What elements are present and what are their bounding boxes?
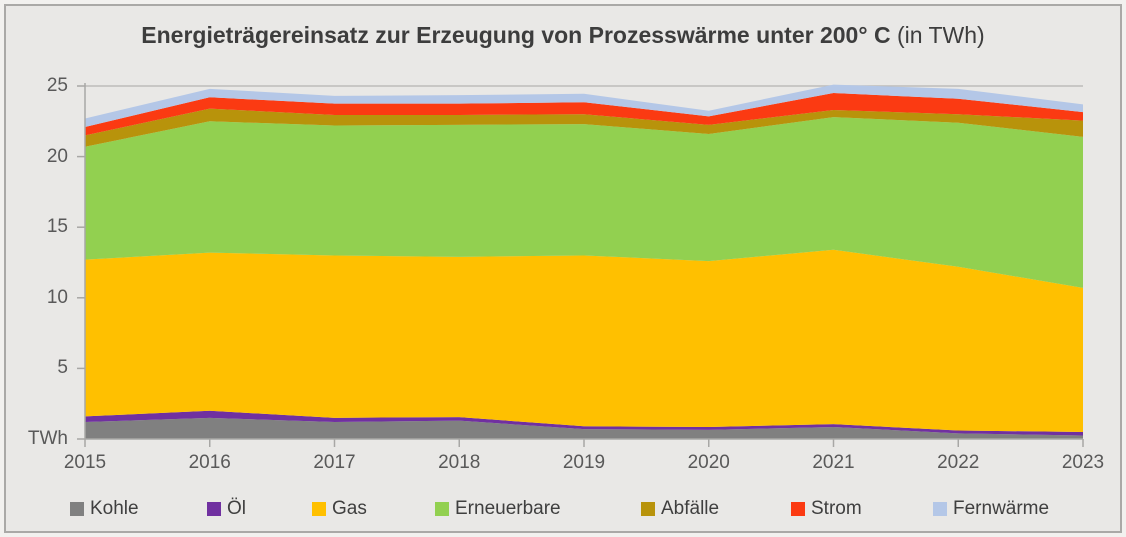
x-tick-label-2020: 2020 — [687, 452, 730, 473]
x-tick-label-2021: 2021 — [812, 452, 855, 473]
legend-label: Öl — [227, 498, 246, 519]
legend-item-fernwrme: Fernwärme — [933, 498, 1049, 520]
legend-label: Gas — [332, 498, 367, 519]
x-tick-label-2019: 2019 — [562, 452, 606, 473]
legend-item-l: Öl — [207, 498, 246, 520]
y-axis-unit-label: TWh — [27, 428, 68, 449]
legend-item-strom: Strom — [791, 498, 862, 520]
x-tick-label-2016: 2016 — [188, 452, 231, 473]
y-tick-label-20: 20 — [46, 145, 68, 167]
chart-title-main: Energieträgereinsatz zur Erzeugung von P… — [141, 22, 891, 48]
legend-item-abflle: Abfälle — [641, 498, 719, 520]
legend-swatch-icon — [791, 502, 805, 516]
area-gas — [85, 249, 1083, 432]
legend-swatch-icon — [435, 502, 449, 516]
legend-swatch-icon — [312, 502, 326, 516]
area-l — [85, 410, 1083, 436]
chart-title-suffix: (in TWh) — [890, 22, 985, 48]
x-tick-label-2017: 2017 — [313, 452, 356, 473]
y-tick-label-5: 5 — [57, 357, 68, 379]
x-tick-label-2015: 2015 — [63, 452, 107, 473]
x-tick-label-2018: 2018 — [438, 452, 481, 473]
y-tick-label-15: 15 — [46, 216, 68, 238]
area-strom — [85, 93, 1083, 136]
legend-label: Kohle — [90, 498, 139, 519]
legend-swatch-icon — [933, 502, 947, 516]
x-tick-label-2022: 2022 — [937, 452, 980, 473]
legend-label: Strom — [811, 498, 862, 519]
legend-item-gas: Gas — [312, 498, 367, 520]
chart-title: Energieträgereinsatz zur Erzeugung von P… — [0, 22, 1126, 49]
legend-swatch-icon — [641, 502, 655, 516]
legend-swatch-icon — [70, 502, 84, 516]
legend-item-kohle: Kohle — [70, 498, 139, 520]
legend-item-erneuerbare: Erneuerbare — [435, 498, 561, 520]
x-tick-label-2023: 2023 — [1061, 452, 1105, 473]
area-erneuerbare — [85, 117, 1083, 288]
legend-label: Abfälle — [661, 498, 720, 519]
legend-label: Fernwärme — [953, 498, 1050, 519]
area-abflle — [85, 108, 1083, 147]
legend-label: Erneuerbare — [455, 498, 561, 519]
y-tick-label-10: 10 — [46, 286, 68, 308]
y-tick-label-25: 25 — [46, 75, 68, 96]
area-kohle — [85, 417, 1083, 439]
legend-swatch-icon — [207, 502, 221, 516]
